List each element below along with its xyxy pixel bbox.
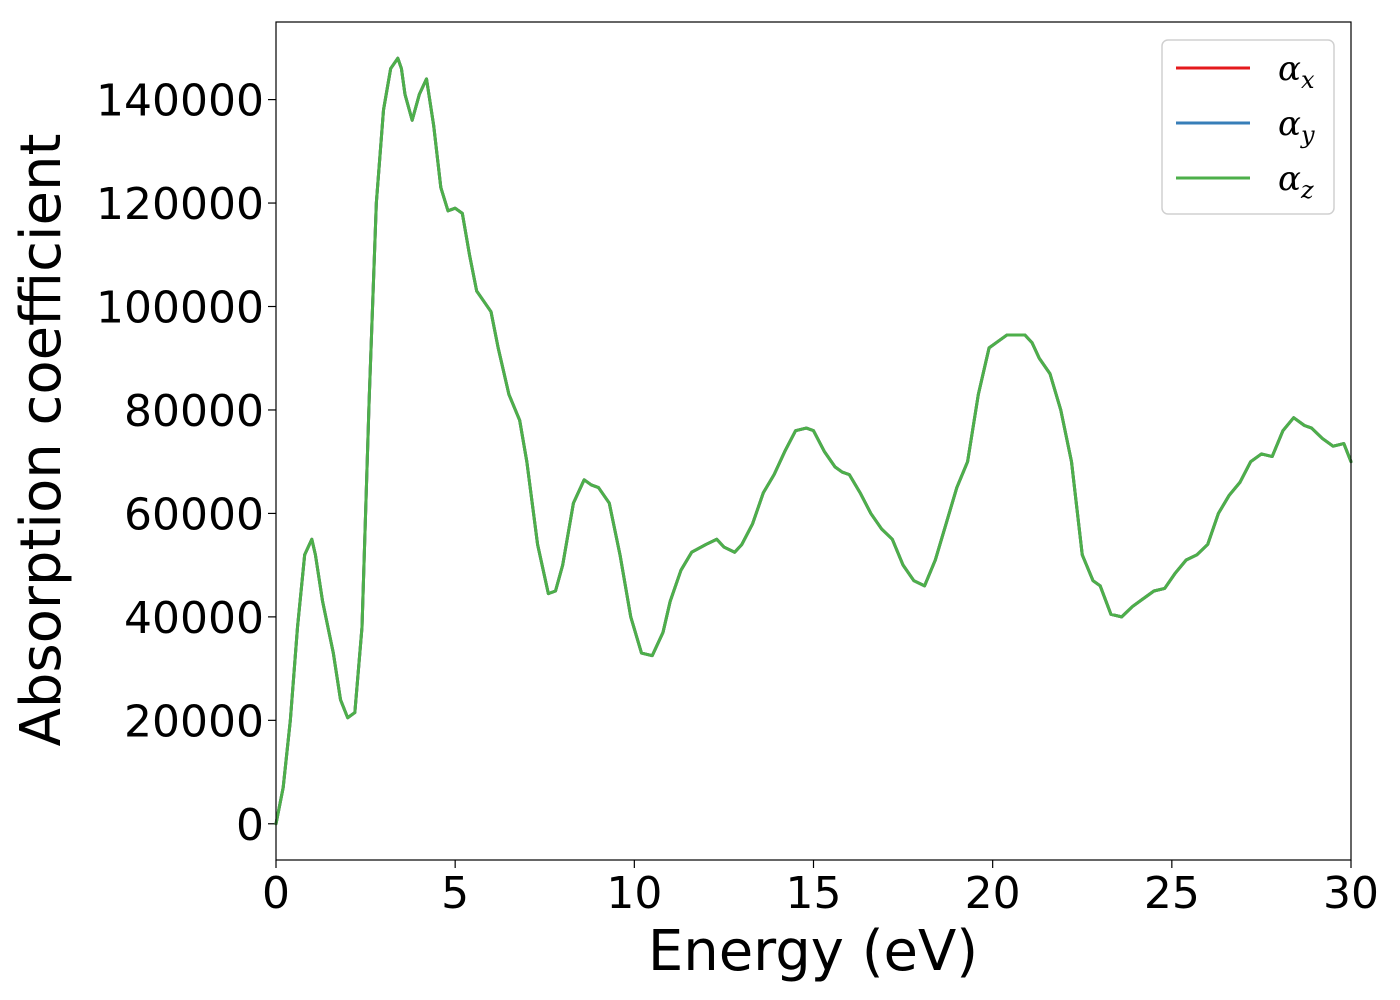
x-tick-label: 30 xyxy=(1323,868,1379,919)
legend-subscript: x xyxy=(1301,66,1315,94)
x-tick-label: 15 xyxy=(786,868,842,919)
legend-subscript: z xyxy=(1300,176,1314,204)
legend-label-z: αz xyxy=(1278,159,1314,204)
series-line-z xyxy=(274,56,1353,826)
y-tick-label: 80000 xyxy=(124,386,264,437)
legend-symbol: α xyxy=(1278,49,1301,89)
x-axis-label: Energy (eV) xyxy=(648,919,978,984)
y-axis-label: Absorption coefficient xyxy=(9,134,74,747)
legend-subscript: y xyxy=(1300,121,1315,149)
series-layer xyxy=(274,56,1353,826)
y-tick-label: 0 xyxy=(236,800,264,851)
x-tick-label: 0 xyxy=(262,868,290,919)
legend-label-y: αy xyxy=(1278,104,1315,149)
legend-box xyxy=(1161,39,1335,215)
legend-label-x: αx xyxy=(1278,49,1315,94)
x-tick-label: 25 xyxy=(1144,868,1200,919)
y-axis-ticks: 0 20000 40000 60000 80000 100000 120000 140000 xyxy=(96,76,276,851)
x-tick-label: 20 xyxy=(965,868,1021,919)
y-tick-label: 20000 xyxy=(124,696,264,747)
x-tick-label: 5 xyxy=(441,868,469,919)
plot-frame xyxy=(275,21,1352,861)
y-tick-label: 40000 xyxy=(124,593,264,644)
x-tick-label: 10 xyxy=(606,868,662,919)
y-tick-label: 100000 xyxy=(96,283,264,334)
y-tick-label: 60000 xyxy=(124,489,264,540)
y-tick-label: 140000 xyxy=(96,76,264,127)
x-axis-ticks: 0 5 10 15 20 25 30 xyxy=(262,860,1379,919)
legend-symbol: α xyxy=(1278,159,1301,199)
y-tick-label: 120000 xyxy=(96,179,264,230)
legend-symbol: α xyxy=(1278,104,1301,144)
